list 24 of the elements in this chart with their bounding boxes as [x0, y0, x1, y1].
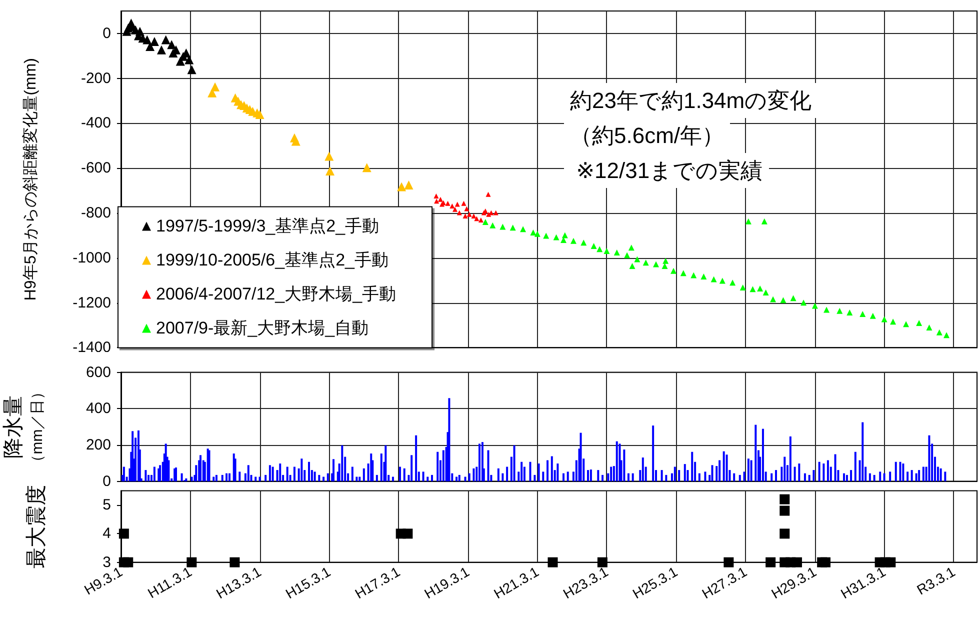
y-tick-label: 200: [86, 436, 111, 454]
y-tick-label: 4: [102, 525, 111, 542]
y-tick-label: 600: [86, 364, 111, 381]
y-tick-label: -200: [80, 70, 111, 87]
y-tick-label: -1200: [72, 294, 111, 312]
y-axis-title: H9年5月からの斜距離変化量(mm): [22, 58, 40, 301]
y-tick-label: -600: [80, 160, 111, 177]
annotation: （約5.6cm/年）: [564, 118, 730, 153]
y-tick-label: 0: [102, 472, 111, 490]
annotation: 約23年で約1.34mの変化: [564, 83, 818, 118]
y-tick-label: 0: [102, 24, 111, 42]
legend-label: 1999/10-2005/6_基準点2_手動: [156, 250, 388, 270]
annotation: ※12/31までの実績: [564, 153, 769, 188]
y-tick-label: 3: [102, 554, 111, 571]
y-tick-label: -400: [80, 114, 111, 132]
legend-label: 1997/5-1999/3_基準点2_手動: [156, 216, 380, 236]
y-axis-title: 降水量（mm／日）: [2, 384, 46, 470]
legend-label: 2006/4-2007/12_大野木場_手動: [156, 284, 396, 304]
y-tick-label: -1400: [72, 339, 111, 356]
y-tick-label: 400: [86, 400, 111, 418]
legend-label: 2007/9-最新_大野木場_自動: [156, 318, 369, 338]
y-tick-label: -1000: [72, 249, 111, 266]
y-tick-label: -800: [80, 204, 111, 222]
y-tick-label: 5: [102, 496, 111, 514]
